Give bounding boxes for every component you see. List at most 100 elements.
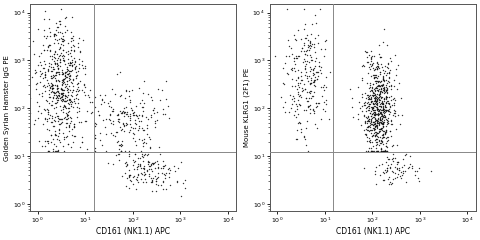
Point <box>379 135 386 138</box>
Point <box>65 69 73 73</box>
Point <box>374 96 382 100</box>
Point <box>45 108 52 112</box>
Point <box>60 144 67 148</box>
Point <box>379 121 387 125</box>
Point <box>61 70 69 74</box>
Point <box>319 95 326 98</box>
Point <box>162 176 169 180</box>
Point <box>57 95 64 99</box>
Point <box>302 126 310 130</box>
Point <box>69 38 77 42</box>
Point <box>41 9 49 13</box>
Point <box>375 108 383 112</box>
Point <box>83 148 90 151</box>
Point <box>375 123 383 127</box>
Point <box>292 56 300 60</box>
Point <box>73 87 81 91</box>
Point <box>377 149 385 153</box>
Point <box>116 94 124 97</box>
Point <box>375 84 383 88</box>
Point <box>59 53 67 57</box>
Point <box>123 123 131 126</box>
Point <box>48 120 55 124</box>
Point <box>371 122 378 126</box>
Point <box>62 126 70 129</box>
Point <box>378 113 386 117</box>
Point <box>145 172 153 176</box>
Point <box>120 106 128 110</box>
Point <box>149 162 157 166</box>
Point <box>56 140 63 144</box>
Point <box>307 112 314 115</box>
Point <box>131 132 138 136</box>
Point <box>153 177 161 180</box>
Point <box>66 98 73 102</box>
Point <box>138 149 145 153</box>
Point <box>41 108 49 112</box>
Point <box>383 71 391 74</box>
Point <box>122 184 130 188</box>
Point <box>377 108 385 112</box>
Point <box>78 59 86 63</box>
Point <box>82 85 89 89</box>
Point <box>40 48 48 52</box>
Point <box>47 84 55 88</box>
Point <box>378 122 386 126</box>
Point <box>396 122 404 126</box>
Point <box>377 87 385 91</box>
Point <box>62 75 70 79</box>
Point <box>365 128 372 132</box>
Point <box>126 173 134 177</box>
Point <box>374 131 382 135</box>
Point <box>387 87 395 91</box>
Point <box>128 126 135 129</box>
Point <box>401 169 409 173</box>
Point <box>380 113 388 117</box>
Point <box>41 73 48 77</box>
Point <box>383 105 390 109</box>
Point <box>376 90 384 94</box>
Point <box>379 101 386 105</box>
Point <box>159 179 167 183</box>
Point <box>57 91 65 95</box>
Point <box>82 119 89 123</box>
Point <box>154 110 161 114</box>
Point <box>395 161 402 164</box>
Point <box>284 72 292 76</box>
Point <box>322 38 330 42</box>
Point <box>76 48 84 52</box>
Point <box>57 98 65 102</box>
Point <box>68 65 76 68</box>
Point <box>367 59 375 63</box>
Point <box>67 69 74 72</box>
Point <box>34 28 41 31</box>
Point <box>56 60 64 64</box>
Point <box>153 118 161 122</box>
Point <box>52 73 60 77</box>
Point <box>279 105 287 109</box>
Point <box>377 138 385 141</box>
Point <box>374 118 382 121</box>
Point <box>120 114 128 118</box>
Point <box>370 93 377 97</box>
Point <box>55 117 63 121</box>
Point <box>46 92 53 96</box>
Point <box>55 72 63 76</box>
Point <box>367 95 375 99</box>
Point <box>367 114 374 118</box>
Point <box>63 117 71 121</box>
Point <box>366 93 374 97</box>
Point <box>373 108 381 112</box>
Point <box>51 61 59 65</box>
Point <box>73 82 81 86</box>
Point <box>378 96 385 99</box>
Point <box>377 101 384 105</box>
Point <box>95 109 102 113</box>
Point <box>66 109 73 113</box>
Point <box>117 142 124 146</box>
Point <box>372 79 380 83</box>
Point <box>67 61 74 65</box>
Point <box>413 169 421 173</box>
Point <box>372 96 380 100</box>
Point <box>303 100 311 103</box>
